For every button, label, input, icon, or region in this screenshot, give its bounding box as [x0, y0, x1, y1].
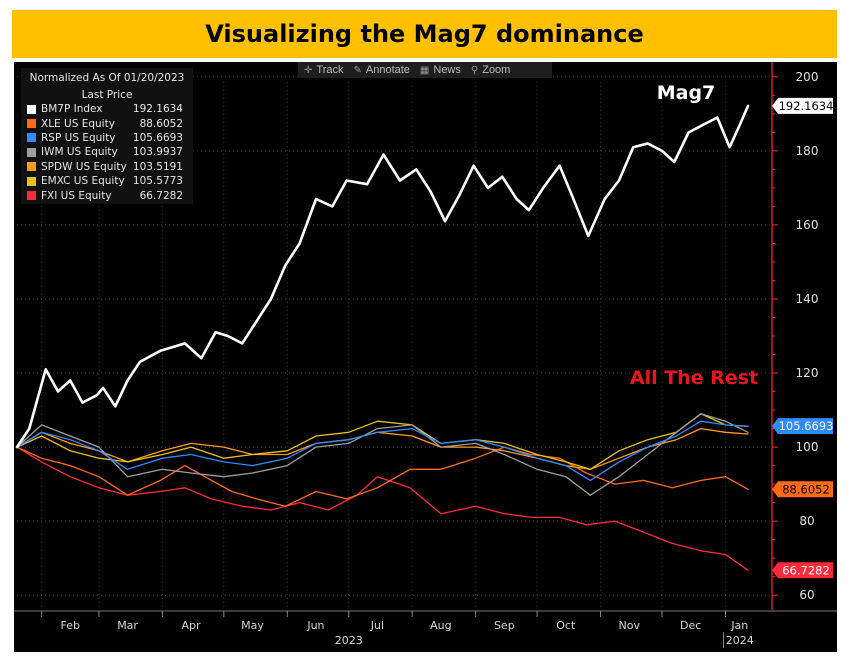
x-tick-label: Aug [430, 619, 451, 632]
legend-item[interactable]: BM7P Index 192.1634 [21, 102, 193, 116]
page-title: Visualizing the Mag7 dominance [205, 20, 644, 48]
legend-swatch [27, 191, 36, 201]
legend-name: IWM US Equity [41, 146, 118, 159]
legend-item[interactable]: XLE US Equity 88.6052 [21, 116, 193, 130]
last-price-badge [772, 418, 833, 435]
chart-toolbar: ✛ Track ✎ Annotate ▦ News ⚲ Zoom [298, 62, 552, 78]
y-tick-label: 180 [796, 144, 819, 158]
legend-swatch [27, 162, 36, 172]
track-label: Track [316, 64, 344, 76]
legend-swatch [27, 104, 36, 114]
last-price-label: 192.1634 [779, 99, 834, 113]
legend-name: BM7P Index [41, 103, 103, 116]
legend-swatch [27, 133, 36, 143]
pencil-icon: ✎ [353, 64, 362, 76]
x-tick-label: Oct [556, 619, 576, 632]
rest-annotation: All The Rest [630, 367, 758, 389]
legend-name: XLE US Equity [41, 117, 115, 130]
x-tick-label: Nov [619, 619, 641, 632]
news-icon: ▦ [419, 64, 430, 76]
x-tick-label: Sep [494, 619, 515, 632]
legend-item[interactable]: FXI US Equity 66.7282 [21, 188, 193, 202]
x-tick-label: Dec [680, 619, 701, 632]
legend-item[interactable]: IWM US Equity 103.9937 [21, 145, 193, 159]
last-price-tag: 105.6693 [772, 418, 834, 435]
annotate-button[interactable]: ✎ Annotate [353, 64, 409, 76]
series-lines [15, 104, 750, 571]
legend-value: 103.5191 [132, 160, 183, 173]
legend-swatch [27, 176, 36, 186]
last-price-label: 66.7282 [782, 563, 830, 577]
legend-swatch [27, 147, 36, 157]
last-price-tag: 88.6052 [772, 481, 833, 498]
legend-value: 88.6052 [139, 117, 183, 130]
legend-name: EMXC US Equity [41, 175, 125, 188]
legend: Normalized As Of 01/20/2023 Last Price B… [21, 68, 193, 204]
x-tick-label: May [241, 619, 264, 632]
legend-value: 105.6693 [132, 131, 183, 144]
legend-swatch [27, 119, 36, 129]
y-tick-label: 100 [796, 440, 819, 454]
last-price-tag: 192.1634 [772, 97, 834, 114]
series-line [16, 420, 749, 482]
legend-heading-last-price: Last Price [81, 89, 133, 101]
y-tick-label: 120 [796, 366, 819, 380]
x-tick-label: Feb [60, 619, 79, 632]
x-tick-label: Mar [117, 619, 138, 632]
series-line [16, 446, 749, 507]
series-line [16, 446, 749, 571]
x-tick-label: Apr [182, 619, 202, 632]
crosshair-icon: ✛ [304, 64, 313, 76]
mag7-annotation: Mag7 [657, 82, 716, 104]
track-button[interactable]: ✛ Track [304, 64, 343, 76]
zoom-label: Zoom [482, 64, 511, 76]
year-label: 2023 [335, 634, 363, 647]
y-tick-label: 80 [799, 514, 814, 528]
legend-name: RSP US Equity [41, 131, 116, 144]
legend-value: 66.7282 [139, 189, 183, 202]
series-line [16, 427, 749, 470]
last-price-badge [772, 97, 833, 114]
y-tick-label: 60 [799, 588, 814, 602]
news-button[interactable]: ▦ News [420, 64, 461, 76]
time-axis-strip [14, 611, 837, 652]
series-line [15, 104, 750, 449]
legend-item[interactable]: SPDW US Equity 103.5191 [21, 160, 193, 174]
x-tick-label: Jun [306, 619, 324, 632]
y-tick-label: 140 [796, 292, 819, 306]
legend-heading-normalized: Normalized As Of 01/20/2023 [29, 72, 185, 84]
zoom-button[interactable]: ⚲ Zoom [471, 64, 510, 76]
series-line [16, 413, 749, 470]
time-axis: Feb Mar Apr May Jun Jul Aug Sep Oct Nov Dec Jan 2023… [14, 610, 837, 652]
magnifier-icon: ⚲ [470, 64, 479, 76]
legend-value: 105.5773 [132, 175, 183, 188]
legend-item[interactable]: EMXC US Equity 105.5773 [21, 174, 193, 188]
annotate-label: Annotate [365, 64, 410, 76]
news-label: News [433, 64, 461, 76]
last-price-badge [772, 481, 833, 498]
x-tick-label: Jul [370, 619, 384, 632]
legend-name: FXI US Equity [41, 189, 112, 202]
y-tick-label: 160 [796, 218, 819, 232]
year-label: 2024 [726, 634, 754, 647]
legend-value: 103.9937 [132, 146, 183, 159]
last-price-tag: 66.7282 [772, 562, 833, 579]
x-tick-label: Jan [730, 619, 748, 632]
legend-value: 192.1634 [132, 103, 183, 116]
y-tick-label: 200 [796, 70, 819, 84]
last-price-label: 105.6693 [779, 419, 834, 433]
legend-name: SPDW US Equity [41, 160, 127, 173]
series-line [16, 413, 749, 496]
legend-item[interactable]: RSP US Equity 105.6693 [21, 131, 193, 145]
last-price-label: 88.6052 [782, 482, 830, 496]
last-price-badge [772, 562, 833, 579]
title-banner: Visualizing the Mag7 dominance [12, 10, 837, 58]
price-axis: 60 80 100 120 140 160 180 200 192.1634 105.6693 88… [771, 62, 834, 610]
